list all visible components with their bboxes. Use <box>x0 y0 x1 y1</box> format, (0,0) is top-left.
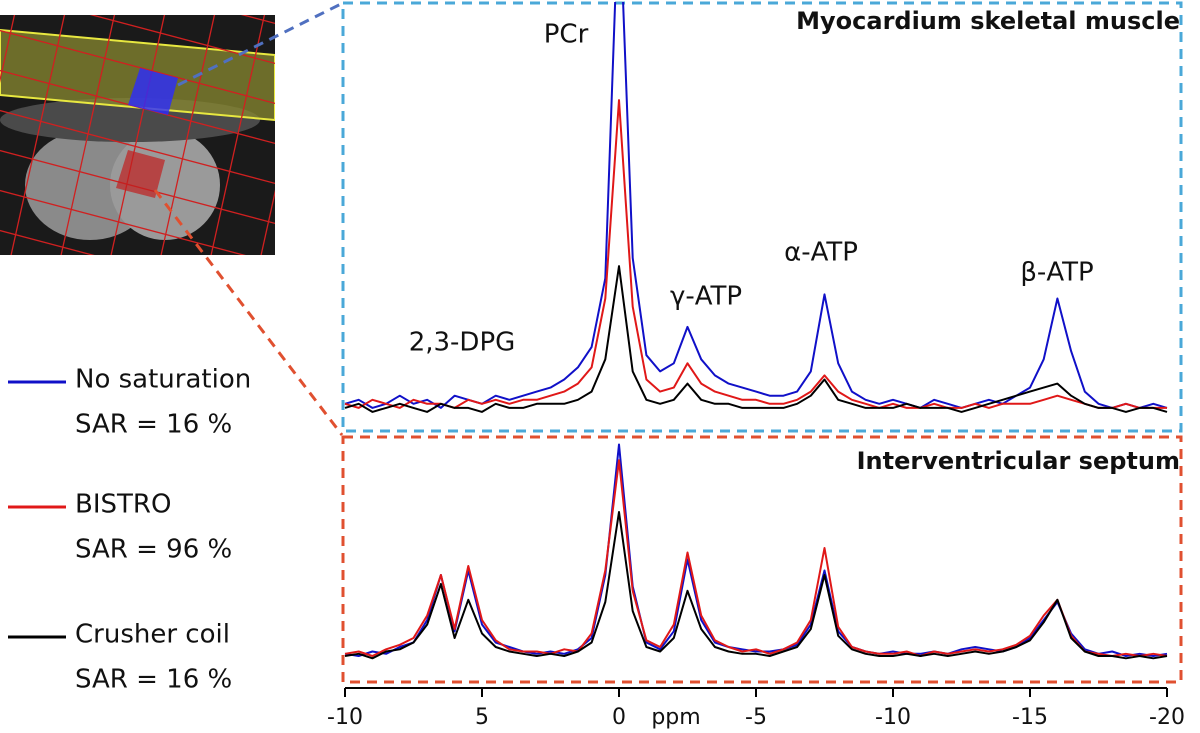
x-axis-label: ppm <box>651 705 700 730</box>
panel-frame <box>341 1 1183 433</box>
legend-note: SAR = 16 % <box>75 665 232 695</box>
peak-label: β-ATP <box>1020 258 1093 288</box>
panel-title: Interventricular septum <box>857 447 1180 475</box>
spectrum-line <box>344 459 1168 657</box>
spectrum-line <box>344 265 1168 413</box>
mri-inset <box>0 15 275 255</box>
series-group <box>344 2 1168 413</box>
legend-label: Crusher coil <box>75 620 230 650</box>
x-tick-label: -10 <box>875 705 911 730</box>
x-tick-label: -5 <box>745 705 767 730</box>
legend-note: SAR = 96 % <box>75 535 232 565</box>
x-tick-label: 0 <box>612 705 626 730</box>
panel-frame <box>341 435 1183 684</box>
x-tick-label: -10 <box>327 705 363 730</box>
connector <box>153 189 344 436</box>
spectrum-line <box>344 511 1168 660</box>
peak-label: γ-ATP <box>670 282 742 312</box>
peak-label: 2,3-DPG <box>409 328 516 358</box>
spectrum-line <box>344 443 1168 657</box>
spectrum-line <box>344 99 1167 409</box>
panel-title: Myocardium skeletal muscle <box>796 7 1180 35</box>
peak-label: PCr <box>544 20 589 50</box>
plot-layer: Myocardium skeletal muscle No saturation S… <box>8 2 1185 730</box>
x-tick-label: 5 <box>475 705 489 730</box>
legend-label: BISTRO <box>75 490 171 520</box>
x-tick-label: -20 <box>1149 705 1185 730</box>
legend-note: SAR = 16 % <box>75 410 232 440</box>
series-group <box>344 443 1168 660</box>
x-tick-label: -15 <box>1012 705 1048 730</box>
connector <box>177 0 346 87</box>
legend-label: No saturation <box>75 365 251 395</box>
peak-label: α-ATP <box>784 238 858 268</box>
